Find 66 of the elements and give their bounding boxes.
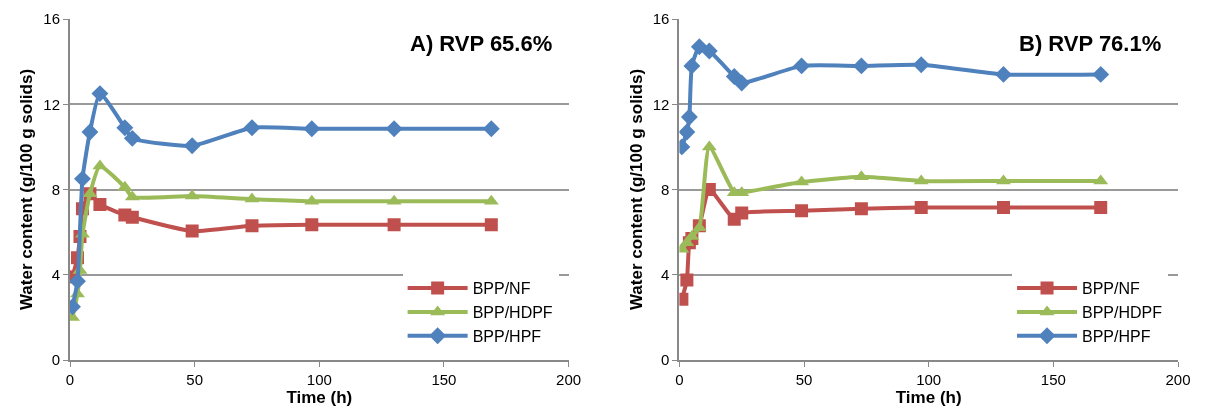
- point: [243, 119, 261, 137]
- y-tick-label: 4: [51, 266, 60, 283]
- legend-label: BPP/NF: [1082, 280, 1141, 298]
- legend-label: BPP/NF: [472, 280, 531, 298]
- point: [680, 108, 698, 126]
- point: [683, 57, 701, 75]
- point: [91, 85, 109, 103]
- point: [183, 137, 201, 155]
- point: [735, 206, 749, 220]
- point: [793, 57, 811, 75]
- point: [93, 197, 107, 211]
- y-tick-label: 8: [51, 180, 60, 198]
- point: [303, 120, 321, 138]
- point: [305, 218, 319, 232]
- point: [81, 123, 99, 141]
- point: [123, 129, 141, 147]
- point: [387, 218, 401, 232]
- y-tick-label: 4: [661, 266, 670, 283]
- x-tick-label: 200: [1165, 371, 1191, 388]
- point: [996, 201, 1010, 215]
- x-axis-title: Time (h): [286, 388, 353, 407]
- x-tick-label: 150: [1040, 371, 1066, 388]
- x-tick-label: 0: [65, 371, 75, 388]
- point: [1094, 201, 1108, 215]
- legend-label: BPP/HDPF: [472, 304, 553, 322]
- point: [74, 170, 91, 188]
- point: [116, 119, 134, 137]
- point: [700, 42, 718, 60]
- y-tick-label: 12: [43, 95, 60, 113]
- point: [733, 74, 751, 92]
- legend-label: BPP/HPF: [472, 327, 542, 345]
- legend-label: BPP/HDPF: [1082, 304, 1163, 322]
- point: [679, 123, 696, 141]
- y-tick-label: 16: [652, 10, 670, 28]
- point: [1092, 65, 1110, 83]
- point: [245, 219, 259, 233]
- point: [484, 218, 498, 232]
- x-tick-label: 50: [795, 371, 813, 388]
- x-tick-label: 50: [186, 371, 203, 388]
- point: [854, 202, 868, 216]
- y-tick-label: 0: [51, 351, 60, 369]
- point: [680, 273, 694, 287]
- y-axis-title: Water content (g/100 g solids): [17, 68, 37, 311]
- x-tick-label: 100: [916, 371, 942, 388]
- point: [912, 56, 930, 74]
- x-tick-label: 0: [675, 371, 684, 388]
- text: A) RVP 65.6%: [410, 31, 553, 56]
- x-tick-label: 100: [306, 371, 332, 388]
- x-tick-label: 150: [431, 371, 457, 388]
- point: [185, 224, 199, 238]
- point: [385, 120, 403, 138]
- x-tick-label: 200: [556, 371, 582, 388]
- legend-label: BPP/HPF: [1082, 327, 1151, 345]
- point: [795, 204, 809, 218]
- y-tick-label: 16: [43, 10, 60, 28]
- y-tick-label: 0: [661, 351, 670, 369]
- x-axis-title: Time (h): [895, 388, 962, 407]
- y-tick-label: 8: [661, 180, 670, 198]
- y-axis-title: Water content (g/100 g solids): [626, 68, 646, 311]
- point: [995, 65, 1012, 83]
- point: [70, 272, 86, 290]
- text: B) RVP 76.1%: [1019, 31, 1162, 56]
- point: [125, 210, 139, 224]
- point: [482, 120, 500, 138]
- y-tick-label: 12: [652, 95, 670, 113]
- point: [914, 201, 928, 215]
